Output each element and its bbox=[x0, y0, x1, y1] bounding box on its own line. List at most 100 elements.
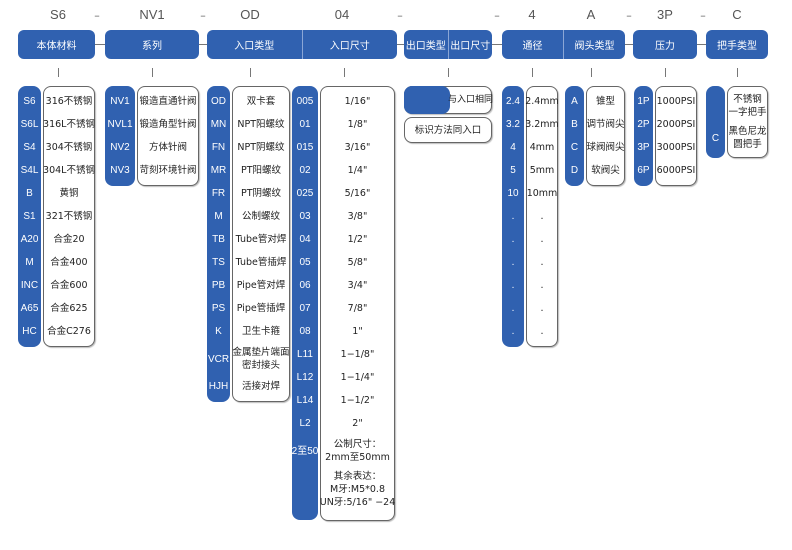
description-line: 10mm bbox=[526, 188, 558, 199]
description-line: . bbox=[540, 280, 544, 291]
description-line: 苛刻环境针阀 bbox=[139, 165, 197, 176]
diameter-descriptions: 2.4mm 3.2mm 4mm 5mm 10mm...... bbox=[525, 86, 559, 347]
description-cell: 2.4mm bbox=[525, 90, 559, 113]
code-cell: 2至50 bbox=[291, 445, 319, 457]
description-cell: . bbox=[527, 274, 557, 297]
description-line: 2.4mm bbox=[525, 96, 559, 107]
connector-line bbox=[492, 44, 502, 45]
tick-mark bbox=[58, 68, 59, 77]
description-cell: 3000PSI bbox=[656, 136, 696, 159]
description-cell: 1/4" bbox=[321, 159, 394, 182]
description-cell: 球阀阀尖 bbox=[587, 136, 625, 159]
description-cell: 锻造直通针阀 bbox=[138, 90, 198, 113]
description-cell: . bbox=[527, 205, 557, 228]
description-cell: 5mm bbox=[527, 159, 557, 182]
description-line: 1−1/4" bbox=[340, 372, 375, 383]
description-line: 1" bbox=[352, 326, 363, 337]
connector-line bbox=[397, 44, 404, 45]
description-cell: 合金600 bbox=[44, 274, 94, 297]
description-cell: 软阀尖 bbox=[587, 159, 624, 182]
code-cell: L14 bbox=[296, 395, 314, 406]
description-cell: 1" bbox=[321, 320, 394, 343]
outlet-same-box: 与入口相同 bbox=[404, 86, 493, 114]
code-cell: FR bbox=[211, 188, 226, 199]
description-line: 双卡套 bbox=[246, 96, 276, 107]
code-cell: . bbox=[511, 257, 515, 268]
code-cell: A65 bbox=[20, 303, 39, 314]
segment-code: 4 bbox=[528, 7, 536, 22]
tick-mark bbox=[591, 68, 592, 77]
code-cell: . bbox=[511, 211, 515, 222]
description-cell: 调节阀尖 bbox=[587, 113, 625, 136]
tick-mark bbox=[250, 68, 251, 77]
description-cell: 1−1/4" bbox=[321, 366, 394, 389]
header-segment: 把手类型 bbox=[706, 30, 768, 59]
code-cell: 06 bbox=[299, 280, 311, 291]
description-cell: 方体针阀 bbox=[138, 136, 198, 159]
description-line: NPT阴螺纹 bbox=[237, 142, 285, 153]
description-line: 316L不锈钢 bbox=[43, 119, 95, 130]
description-cell: 公制螺纹 bbox=[233, 205, 289, 228]
description-line: 3/4" bbox=[347, 280, 368, 291]
description-line: NPT阳螺纹 bbox=[237, 119, 285, 130]
code-cell: INC bbox=[20, 280, 39, 291]
connector-line bbox=[625, 44, 633, 45]
description-cell: 活接对焊 bbox=[233, 375, 289, 398]
code-cell: . bbox=[511, 280, 515, 291]
segment-code: OD bbox=[240, 7, 260, 22]
description-line: 316不锈钢 bbox=[45, 96, 93, 107]
header-label: 出口尺寸 bbox=[447, 30, 493, 59]
code-cell bbox=[706, 90, 725, 122]
description-line: 1000PSI bbox=[656, 96, 696, 107]
description-line: Pipe管对焊 bbox=[236, 280, 286, 291]
code-cell: 07 bbox=[299, 303, 311, 314]
code-cell: VCR bbox=[207, 353, 230, 365]
code-cell: 025 bbox=[296, 188, 314, 199]
code-cell: TS bbox=[212, 257, 225, 268]
header-segment: 压力 bbox=[633, 30, 697, 59]
segment-code: A bbox=[586, 7, 596, 22]
description-cell: 4mm bbox=[527, 136, 557, 159]
description-cell: 2000PSI bbox=[656, 113, 696, 136]
description-line: 3/16" bbox=[344, 142, 371, 153]
code-cell: 4 bbox=[510, 142, 516, 153]
description-line: 锥型 bbox=[595, 96, 615, 107]
code-cell: TB bbox=[212, 234, 225, 245]
description-cell: Tube管插焊 bbox=[233, 251, 289, 274]
code-cell: D bbox=[570, 165, 579, 176]
description-line: 合金C276 bbox=[47, 326, 91, 337]
header-label: 把手类型 bbox=[717, 41, 757, 52]
code-cell: A bbox=[571, 96, 578, 107]
description-line: Tube管对焊 bbox=[235, 234, 287, 245]
connector-line bbox=[95, 44, 105, 45]
description-line: M牙:M5*0.8 bbox=[330, 484, 385, 495]
material-descriptions: 316不锈钢 316L不锈钢 304不锈钢 304L不锈钢 黄铜 321不锈钢 合金20 合金… bbox=[43, 86, 95, 347]
description-line: 2000PSI bbox=[656, 119, 696, 130]
description-cell: 公制尺寸： 2mm至50mm bbox=[321, 435, 394, 467]
code-cell: OD bbox=[211, 96, 226, 107]
tick-mark bbox=[344, 68, 345, 77]
description-cell: 1/8" bbox=[321, 113, 394, 136]
description-line: 1/8" bbox=[347, 119, 368, 130]
description-cell: 1/16" bbox=[321, 90, 394, 113]
material-codes: S6 S6L S4 S4L B S1 A20 M INC A65 HC bbox=[18, 86, 41, 347]
header-segment: 出口类型 出口尺寸 bbox=[404, 30, 492, 59]
description-line: 1/2" bbox=[347, 234, 368, 245]
header-segment: 系列 bbox=[105, 30, 199, 59]
description-line: 2mm至50mm bbox=[325, 452, 390, 463]
description-line: 其余表达： bbox=[333, 471, 382, 482]
description-line: 圆把手 bbox=[733, 139, 762, 150]
separator-dash: – bbox=[626, 9, 632, 22]
code-cell: 08 bbox=[299, 326, 311, 337]
header-label: 入口尺寸 bbox=[301, 30, 398, 59]
description-cell: Pipe管插焊 bbox=[233, 297, 289, 320]
description-line: 软阀尖 bbox=[591, 165, 620, 176]
code-cell: A20 bbox=[20, 234, 39, 245]
header-label: 出口类型 bbox=[405, 41, 446, 52]
segment-code: S6 bbox=[50, 7, 66, 22]
code-cell: PS bbox=[211, 303, 226, 314]
code-cell: S4 bbox=[23, 142, 36, 153]
description-cell: Tube管对焊 bbox=[233, 228, 289, 251]
valve-head-descriptions: 锥型调节阀尖 球阀阀尖软阀尖 bbox=[586, 86, 625, 186]
description-cell: 5/8" bbox=[321, 251, 394, 274]
